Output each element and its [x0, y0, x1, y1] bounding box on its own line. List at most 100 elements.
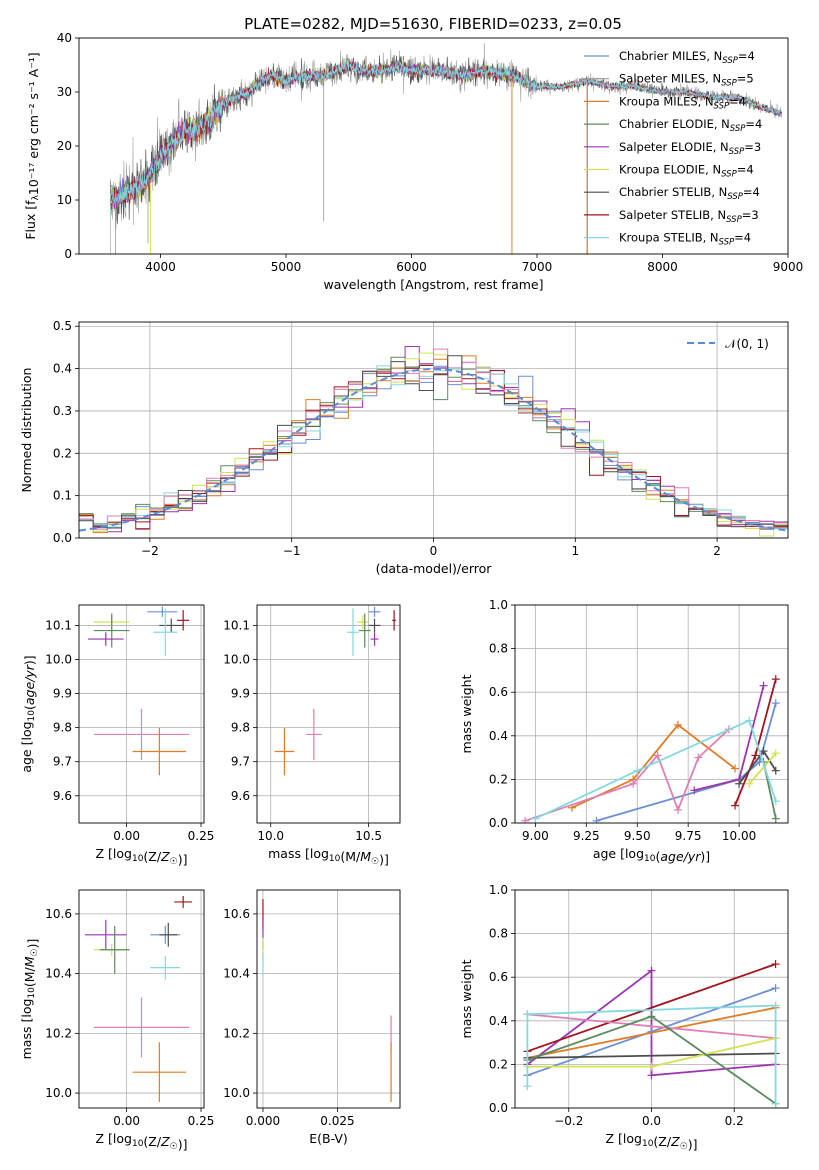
y-tick-label: 9.9	[231, 687, 250, 701]
legend-label: Chabrier ELODIE, NSSP=4	[619, 117, 762, 134]
x-tick-label: 10.5	[355, 829, 382, 843]
y-axis-label: Flux [fλ10⁻¹⁷ erg cm⁻² s⁻¹ A⁻¹]	[23, 52, 41, 239]
x-tick-label: 0.25	[188, 1114, 215, 1128]
panel-age-vs-mass: 10.0 10.5 9.6 9.7 9.8 9.9 10.0 10.1 mass [log10(…	[223, 604, 401, 867]
y-tick-label: 10.4	[45, 967, 72, 981]
panel-mass-weight-vs-metallicity: −0.2 0.0 0.2 0.0 0.2 0.4 0.6 0.8 1.0 Z [log10(Z/Z…	[459, 883, 789, 1152]
y-tick-label: 10.6	[223, 907, 250, 921]
errorbar-point	[150, 955, 181, 980]
x-tick-label: 0.0	[642, 1114, 661, 1128]
x-tick-label: 7000	[522, 260, 553, 274]
y-tick-label: 0.2	[53, 446, 72, 460]
y-axis-label: mass weight	[459, 959, 474, 1038]
x-axis-label: Z [log10(Z/Z☉)]	[95, 846, 187, 867]
y-tick-label: 10.0	[223, 653, 250, 667]
y-tick-label: 10.1	[45, 618, 72, 632]
x-tick-label: 0.00	[113, 829, 140, 843]
y-tick-label: 9.8	[231, 721, 250, 735]
plot-area	[110, 43, 782, 254]
y-tick-label: 9.8	[53, 721, 72, 735]
axes-frame	[78, 321, 789, 539]
errorbar-point	[159, 618, 184, 633]
x-tick-label: −1	[283, 544, 301, 558]
y-tick-label: 0.6	[489, 970, 508, 984]
x-axis-label: age [log10(age/yr)]	[593, 846, 710, 864]
y-tick-label: 9.6	[231, 789, 250, 803]
x-axis-label: Z [log10(Z/Z☉)]	[95, 1131, 187, 1152]
figure-title: PLATE=0282, MJD=51630, FIBERID=0233, z=0…	[244, 15, 622, 33]
errorbar-point	[358, 613, 371, 648]
y-tick-label: 10.4	[223, 967, 250, 981]
weight-line	[535, 719, 777, 820]
y-tick-label: 10	[57, 193, 72, 207]
y-tick-label: 1.0	[489, 598, 508, 612]
errorbar-point	[132, 727, 187, 776]
errorbar-point	[174, 895, 193, 908]
legend-label: Salpeter STELIB, NSSP=3	[619, 208, 759, 225]
y-tick-label: 0.5	[53, 319, 72, 333]
plot-area	[274, 606, 397, 776]
weight-line	[527, 1013, 776, 1040]
panel-mass-weight-vs-age: 9.00 9.25 9.50 9.75 10.00 0.0 0.2 0.4 0.6 0.8 1.0 a…	[459, 598, 789, 864]
y-tick-label: 0.2	[489, 772, 508, 786]
errorbar-point	[274, 727, 295, 776]
x-tick-label: 5000	[271, 260, 302, 274]
y-tick-label: 0.3	[53, 404, 72, 418]
panel-age-vs-metallicity: 0.00 0.25 9.6 9.7 9.8 9.9 10.0 10.1 Z [log10(Z/Z…	[19, 604, 215, 867]
y-axis-label: Normed distribution	[19, 368, 34, 493]
y-axis-label: age [log10(age/yr)]	[19, 655, 37, 772]
legend: Chabrier MILES, NSSP=4 Salpeter MILES, NS…	[584, 49, 762, 248]
x-tick-label: 6000	[396, 260, 427, 274]
x-axis-label: wavelength [Angstrom, rest frame]	[323, 277, 543, 292]
spectrum-line	[110, 59, 782, 217]
y-tick-label: 0.0	[53, 531, 72, 545]
y-tick-label: 0.1	[53, 489, 72, 503]
x-tick-label: 10.0	[257, 829, 284, 843]
y-tick-label: 10.0	[45, 653, 72, 667]
x-tick-label: 0	[430, 544, 438, 558]
panel-spectrum: 4000 5000 6000 7000 8000 9000 0 10 20 30 40 wavelen…	[23, 31, 803, 292]
errorbar-point	[392, 610, 397, 631]
errorbar-point	[159, 922, 178, 947]
errorbar-point	[87, 632, 124, 646]
x-tick-label: 9000	[773, 260, 804, 274]
y-axis-label: mass weight	[459, 674, 474, 753]
x-axis-label: mass [log10(M/M☉)]	[268, 846, 389, 867]
plot-area	[523, 960, 780, 1108]
x-tick-label: 8000	[647, 260, 678, 274]
weight-line	[524, 728, 730, 822]
plot-area	[87, 606, 190, 776]
x-tick-label: −0.2	[554, 1114, 583, 1128]
y-tick-label: 10.2	[45, 1026, 72, 1040]
errorbar-point	[93, 708, 190, 760]
plot-area	[84, 895, 193, 1103]
weight-line	[527, 1006, 776, 1059]
y-tick-label: 0.8	[489, 642, 508, 656]
axes-frame	[78, 37, 789, 255]
legend-label: Salpeter MILES, NSSP=5	[619, 72, 754, 89]
x-tick-label: 9.50	[624, 829, 651, 843]
legend-label: Kroupa STELIB, NSSP=4	[619, 231, 751, 248]
x-tick-label: 0.025	[320, 1114, 354, 1128]
legend-label: Kroupa ELODIE, NSSP=4	[619, 163, 754, 180]
errorbar-point	[132, 1042, 187, 1103]
errorbar-point	[356, 615, 369, 629]
x-axis-label: Z [log10(Z/Z☉)]	[605, 1131, 697, 1152]
errorbar-point	[370, 632, 379, 646]
y-tick-label: 9.6	[53, 789, 72, 803]
legend-label: Chabrier MILES, NSSP=4	[619, 49, 755, 66]
weight-line	[694, 685, 765, 792]
plot-area	[262, 898, 392, 1103]
y-tick-label: 20	[57, 139, 72, 153]
x-axis-label: (data-model)/error	[376, 561, 493, 576]
y-tick-label: 9.9	[53, 687, 72, 701]
x-tick-label: 10.00	[722, 829, 756, 843]
x-tick-label: 0.25	[188, 829, 215, 843]
y-tick-label: 10.0	[223, 1086, 250, 1100]
weight-line	[527, 963, 776, 1053]
y-tick-label: 10.1	[223, 618, 250, 632]
x-tick-label: 9.25	[573, 829, 600, 843]
plot-area	[79, 346, 788, 537]
errorbar-point	[147, 606, 178, 617]
